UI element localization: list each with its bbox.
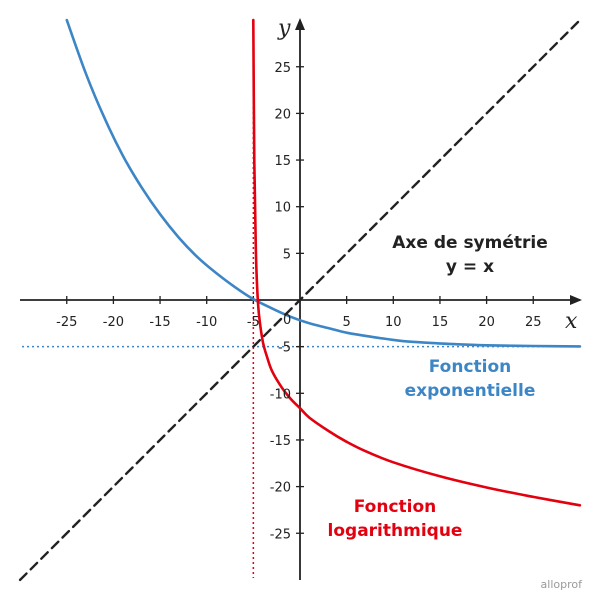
symmetry-label-equation: y = x xyxy=(446,257,494,277)
x-axis-arrow xyxy=(570,295,582,305)
alloprof-watermark: alloprof xyxy=(541,578,584,591)
symmetry-label-title: Axe de symétrie xyxy=(392,233,548,253)
y-axis-label: y xyxy=(277,16,291,41)
symmetry-line xyxy=(18,18,582,582)
x-tick-label: -20 xyxy=(103,315,124,330)
x-tick-label: -10 xyxy=(196,315,217,330)
x-tick-label: 15 xyxy=(432,315,449,330)
y-tick-label: -20 xyxy=(270,481,291,496)
y-tick-label: 10 xyxy=(274,201,291,216)
exponential-label-line1: Fonction xyxy=(429,357,512,377)
x-tick-label: -5 xyxy=(247,315,260,330)
logarithmic-curve xyxy=(252,18,582,507)
curves xyxy=(18,18,582,582)
x-tick-label: 20 xyxy=(478,315,495,330)
exponential-label-line2: exponentielle xyxy=(405,381,536,401)
logarithmic-label-line2: logarithmique xyxy=(328,521,463,541)
y-tick-label: -25 xyxy=(270,527,291,542)
x-tick-label: 25 xyxy=(525,315,542,330)
y-tick-label: -15 xyxy=(270,434,291,449)
tick-labels: -25 -20 -15 -10 -5 5 10 15 20 25 -25 -20 -15 -10 -5 5 10… xyxy=(56,61,541,543)
y-tick-label: -10 xyxy=(270,387,291,402)
logarithmic-label-line1: Fonction xyxy=(354,497,437,517)
y-tick-label: 5 xyxy=(283,247,291,262)
x-tick-label: -25 xyxy=(56,315,77,330)
x-tick-label: -15 xyxy=(149,315,170,330)
exponential-curve xyxy=(65,18,582,348)
y-tick-label: -5 xyxy=(278,341,291,356)
y-tick-label: 15 xyxy=(274,154,291,169)
y-tick-label: 20 xyxy=(274,107,291,122)
x-tick-label: 10 xyxy=(385,315,402,330)
x-axis-label: x xyxy=(565,309,578,334)
origin-label: 0 xyxy=(283,313,291,328)
x-tick-label: 5 xyxy=(343,315,351,330)
y-tick-label: 25 xyxy=(274,61,291,76)
y-axis-arrow xyxy=(295,18,305,30)
